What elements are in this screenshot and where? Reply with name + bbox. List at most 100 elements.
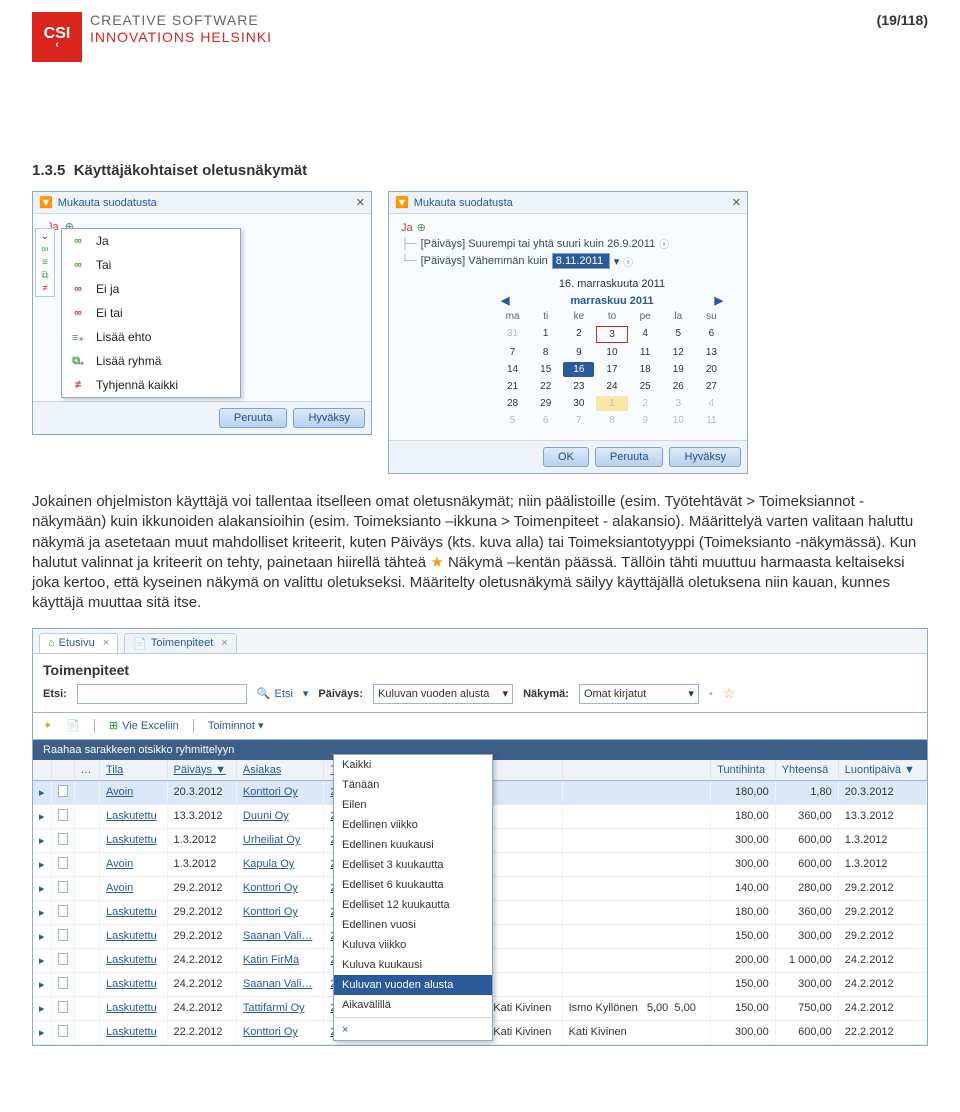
favorite-star-button[interactable]: ☆ <box>723 685 736 702</box>
logic-menu-item[interactable]: ∞Ei ja <box>62 277 240 301</box>
date-filter-option[interactable]: Edelliset 6 kuukautta <box>334 875 492 895</box>
logic-menu[interactable]: ∞Ja∞Tai∞Ei ja∞Ei tai≡₊Lisää ehto⧉₊Lisää … <box>61 228 241 398</box>
expand-icon[interactable]: ▸ <box>39 931 45 943</box>
calendar-day[interactable]: 15 <box>530 362 561 377</box>
calendar-day[interactable]: 5 <box>497 413 528 428</box>
column-header[interactable]: Tuntihinta <box>711 760 776 781</box>
expand-icon[interactable]: ▸ <box>39 787 45 799</box>
calendar-day[interactable]: 9 <box>563 345 594 360</box>
date-filter-option[interactable]: Kuluva viikko <box>334 935 492 955</box>
column-header[interactable]: Yhteensä <box>775 760 838 781</box>
expand-icon[interactable]: ▸ <box>39 811 45 823</box>
view-select[interactable]: Omat kirjatut▾ <box>579 684 699 704</box>
column-header[interactable]: Luontipäivä ▼ <box>838 760 926 781</box>
add-button[interactable]: ✦ <box>43 719 52 732</box>
expand-icon[interactable]: ▸ <box>39 1003 45 1015</box>
condition-toolbar[interactable]: ⌄∞≡⧉≠ <box>35 228 55 297</box>
date-filter-dropdown[interactable]: KaikkiTänäänEilenEdellinen viikkoEdellin… <box>333 754 493 1041</box>
calendar-day[interactable]: 11 <box>696 413 727 428</box>
calendar-day[interactable]: 6 <box>530 413 561 428</box>
calendar-day[interactable]: 21 <box>497 379 528 394</box>
cancel-button[interactable]: Peruuta <box>219 408 288 428</box>
calendar-day[interactable]: 20 <box>696 362 727 377</box>
expand-icon[interactable]: ▸ <box>39 907 45 919</box>
close-icon[interactable]: ✕ <box>356 196 365 209</box>
column-header[interactable] <box>487 760 562 781</box>
calendar-day[interactable]: 16 <box>563 362 594 377</box>
calendar-day[interactable]: 10 <box>663 413 694 428</box>
calendar-day[interactable]: 5 <box>663 326 694 343</box>
calendar-icon[interactable]: ▾ <box>614 255 620 268</box>
calendar-day[interactable]: 13 <box>696 345 727 360</box>
calendar-day[interactable]: 3 <box>596 326 627 343</box>
calendar-day[interactable]: 6 <box>696 326 727 343</box>
calendar-day[interactable]: 27 <box>696 379 727 394</box>
expand-icon[interactable]: ▸ <box>39 835 45 847</box>
calendar-day[interactable]: 14 <box>497 362 528 377</box>
calendar-day[interactable]: 7 <box>497 345 528 360</box>
ok-button[interactable]: Hyväksy <box>293 408 365 428</box>
column-header[interactable] <box>33 760 51 781</box>
column-header[interactable]: Asiakas <box>236 760 323 781</box>
calendar-day[interactable]: 17 <box>596 362 627 377</box>
calendar-day[interactable]: 30 <box>563 396 594 411</box>
date-filter-option[interactable]: Eilen <box>334 795 492 815</box>
calendar-day[interactable]: 1 <box>530 326 561 343</box>
date-filter-option[interactable]: Edellinen vuosi <box>334 915 492 935</box>
calendar-day[interactable]: 29 <box>530 396 561 411</box>
calendar-day[interactable]: 12 <box>663 345 694 360</box>
date-filter-option[interactable]: Edelliset 12 kuukautta <box>334 895 492 915</box>
date-filter-option[interactable]: Aikavälillä <box>334 995 492 1015</box>
calendar-day[interactable]: 8 <box>596 413 627 428</box>
date-filter-option[interactable]: Kuluvan vuoden alusta <box>334 975 492 995</box>
calendar-day[interactable]: 18 <box>630 362 661 377</box>
expand-icon[interactable]: ▸ <box>39 859 45 871</box>
calendar-day[interactable]: 4 <box>630 326 661 343</box>
logic-menu-item[interactable]: ∞Ja <box>62 229 240 253</box>
calendar-day[interactable]: 26 <box>663 379 694 394</box>
actions-menu[interactable]: Toiminnot ▾ <box>208 719 264 732</box>
logic-menu-item[interactable]: ≠Tyhjennä kaikki <box>62 373 240 397</box>
calendar-day[interactable]: 7 <box>563 413 594 428</box>
expand-icon[interactable]: ▸ <box>39 979 45 991</box>
search-dropdown-icon[interactable]: ▾ <box>303 687 309 700</box>
calendar-day[interactable]: 19 <box>663 362 694 377</box>
date-filter-option[interactable]: Kaikki <box>334 755 492 775</box>
expand-icon[interactable]: ▸ <box>39 1027 45 1039</box>
calendar-day[interactable]: 22 <box>530 379 561 394</box>
calendar-day[interactable]: 2 <box>563 326 594 343</box>
date-filter-option[interactable]: Edellinen kuukausi <box>334 835 492 855</box>
column-header[interactable] <box>51 760 74 781</box>
date-filter-option[interactable]: Kuluva kuukausi <box>334 955 492 975</box>
prev-month-icon[interactable]: ◀ <box>501 294 509 307</box>
tab-toimenpiteet[interactable]: 📄 Toimenpiteet × <box>124 633 237 653</box>
logic-menu-item[interactable]: ∞Ei tai <box>62 301 240 325</box>
calendar-day[interactable]: 31 <box>497 326 528 343</box>
export-excel-button[interactable]: ⊞ Vie Exceliin <box>109 719 179 732</box>
document-icon[interactable]: 📄 <box>66 719 80 732</box>
calendar-day[interactable]: 23 <box>563 379 594 394</box>
calendar-day[interactable]: 9 <box>630 413 661 428</box>
expand-icon[interactable]: ▸ <box>39 883 45 895</box>
column-header[interactable]: … <box>74 760 99 781</box>
expand-icon[interactable]: ▸ <box>39 955 45 967</box>
calendar-day[interactable]: 10 <box>596 345 627 360</box>
calendar-day[interactable]: 4 <box>696 396 727 411</box>
logic-menu-item[interactable]: ∞Tai <box>62 253 240 277</box>
ok-button[interactable]: OK <box>543 447 589 467</box>
logic-menu-item[interactable]: ⧉₊Lisää ryhmä <box>62 349 240 373</box>
search-input[interactable] <box>77 684 247 704</box>
close-icon[interactable]: × <box>334 1020 492 1040</box>
date-filter-option[interactable]: Edelliset 3 kuukautta <box>334 855 492 875</box>
calendar-day[interactable]: 8 <box>530 345 561 360</box>
date-filter-select[interactable]: Kuluvan vuoden alusta▾ <box>373 684 513 704</box>
calendar-day[interactable]: 1 <box>596 396 627 411</box>
search-button[interactable]: 🔍 Etsi <box>257 687 293 700</box>
column-header[interactable]: Tila <box>99 760 167 781</box>
close-icon[interactable]: × <box>103 637 109 649</box>
column-header[interactable] <box>562 760 711 781</box>
column-header[interactable]: Päiväys ▼ <box>167 760 236 781</box>
accept-button[interactable]: Hyväksy <box>669 447 741 467</box>
calendar-day[interactable]: 3 <box>663 396 694 411</box>
calendar-day[interactable]: 24 <box>596 379 627 394</box>
